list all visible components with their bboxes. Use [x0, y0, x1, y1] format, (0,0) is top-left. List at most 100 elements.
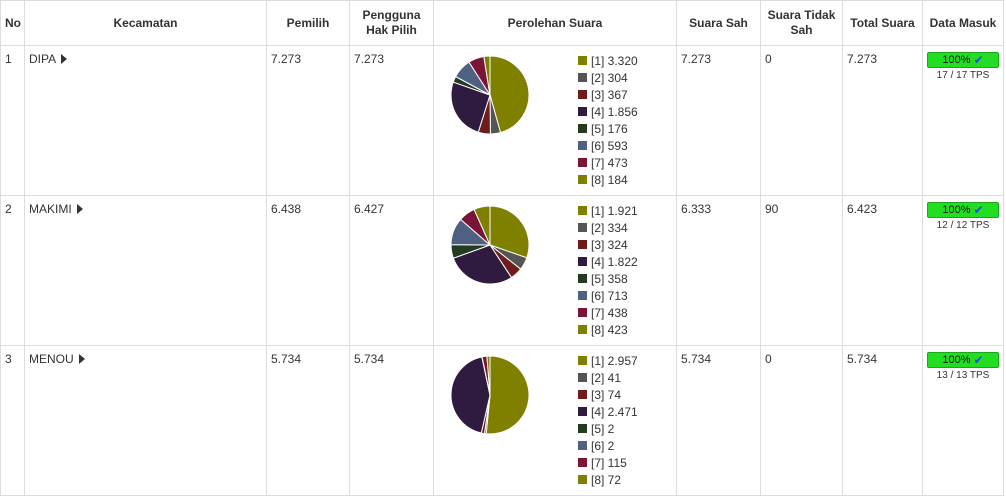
row-number: 1 — [0, 45, 25, 196]
header-data-masuk: Data Masuk — [922, 0, 1004, 46]
header-no: No — [0, 0, 25, 46]
legend-swatch — [578, 141, 587, 150]
total-suara-value: 6.423 — [842, 195, 923, 346]
legend-item: [8] 423 — [578, 321, 638, 338]
legend-label: [8] 184 — [591, 172, 628, 187]
legend-swatch — [578, 441, 587, 450]
legend-item: [5] 2 — [578, 420, 638, 437]
legend-swatch — [578, 240, 587, 249]
legend-item: [4] 1.822 — [578, 253, 638, 270]
legend-label: [2] 334 — [591, 220, 628, 235]
suara-sah-value: 5.734 — [676, 345, 761, 496]
row-number: 2 — [0, 195, 25, 346]
legend-item: [3] 324 — [578, 236, 638, 253]
expand-caret-icon[interactable] — [76, 204, 83, 214]
pengguna-value: 7.273 — [349, 45, 434, 196]
table-row: 1 DIPA 7.273 7.273 [1] 3.320 [2] 304 [3] 3… — [0, 45, 1004, 196]
legend-item: [2] 334 — [578, 219, 638, 236]
legend-swatch — [578, 107, 587, 116]
pie-slice-4 — [450, 356, 491, 434]
legend-label: [6] 2 — [591, 438, 615, 453]
legend-item: [8] 72 — [578, 471, 638, 488]
vote-legend: [1] 1.921 [2] 334 [3] 324 [4] 1.822 [5] 358 [… — [578, 202, 638, 338]
pemilih-value: 6.438 — [266, 195, 350, 346]
legend-label: [6] 593 — [591, 138, 628, 153]
perolehan-suara-cell: [1] 2.957 [2] 41 [3] 74 [4] 2.471 [5] 2 [6] 2… — [433, 345, 677, 496]
tps-count: 17 / 17 TPS — [936, 70, 990, 81]
legend-swatch — [578, 206, 587, 215]
legend-label: [1] 1.921 — [591, 203, 638, 218]
data-masuk-cell: 100% ✔ 12 / 12 TPS — [922, 195, 1004, 346]
legend-item: [1] 1.921 — [578, 202, 638, 219]
legend-item: [7] 115 — [578, 454, 638, 471]
legend-label: [3] 324 — [591, 237, 628, 252]
legend-swatch — [578, 390, 587, 399]
check-icon: ✔ — [973, 203, 984, 217]
legend-label: [3] 367 — [591, 87, 628, 102]
legend-label: [8] 423 — [591, 322, 628, 337]
progress-label: 100% — [942, 54, 971, 66]
tps-count: 12 / 12 TPS — [936, 220, 990, 231]
pie-slice-8 — [483, 55, 491, 96]
pie-slice-1 — [485, 355, 530, 435]
legend-swatch — [578, 356, 587, 365]
legend-label: [5] 358 — [591, 271, 628, 286]
data-masuk-cell: 100% ✔ 13 / 13 TPS — [922, 345, 1004, 496]
header-kecamatan: Kecamatan — [24, 0, 267, 46]
legend-swatch — [578, 124, 587, 133]
pemilih-value: 7.273 — [266, 45, 350, 196]
vote-legend: [1] 3.320 [2] 304 [3] 367 [4] 1.856 [5] 176 [… — [578, 52, 638, 188]
legend-item: [1] 3.320 — [578, 52, 638, 69]
legend-item: [7] 473 — [578, 154, 638, 171]
perolehan-suara-cell: [1] 3.320 [2] 304 [3] 367 [4] 1.856 [5] 176 [… — [433, 45, 677, 196]
kecamatan-cell: DIPA — [24, 45, 267, 196]
progress-badge[interactable]: 100% ✔ — [927, 352, 999, 368]
legend-swatch — [578, 373, 587, 382]
legend-swatch — [578, 90, 587, 99]
pie-slice-1 — [489, 55, 530, 134]
legend-item: [5] 176 — [578, 120, 638, 137]
legend-swatch — [578, 325, 587, 334]
legend-label: [8] 72 — [591, 472, 622, 487]
header-row: No Kecamatan Pemilih Pengguna Hak Pilih … — [0, 0, 1004, 46]
legend-swatch — [578, 73, 587, 82]
legend-item: [4] 1.856 — [578, 103, 638, 120]
legend-item: [3] 74 — [578, 386, 638, 403]
pie-slice-1 — [489, 205, 530, 259]
legend-item: [2] 304 — [578, 69, 638, 86]
table-row: 2 MAKIMI 6.438 6.427 [1] 1.921 [2] 334 [3]… — [0, 195, 1004, 346]
expand-caret-icon[interactable] — [61, 54, 68, 64]
kecamatan-name: MENOU — [29, 352, 74, 366]
legend-label: [6] 713 — [591, 288, 628, 303]
vote-pie-chart — [450, 205, 530, 285]
legend-label: [1] 2.957 — [591, 353, 638, 368]
header-perolehan-suara: Perolehan Suara — [433, 0, 677, 46]
pengguna-value: 6.427 — [349, 195, 434, 346]
legend-item: [7] 438 — [578, 304, 638, 321]
legend-swatch — [578, 291, 587, 300]
legend-item: [6] 2 — [578, 437, 638, 454]
suara-tidak-sah-value: 0 — [760, 345, 843, 496]
progress-badge[interactable]: 100% ✔ — [927, 202, 999, 218]
legend-swatch — [578, 56, 587, 65]
expand-caret-icon[interactable] — [78, 354, 85, 364]
progress-label: 100% — [942, 354, 971, 366]
check-icon: ✔ — [973, 353, 984, 367]
suara-tidak-sah-value: 90 — [760, 195, 843, 346]
legend-label: [5] 176 — [591, 121, 628, 136]
header-pemilih: Pemilih — [266, 0, 350, 46]
kecamatan-name: DIPA — [29, 52, 57, 66]
legend-label: [5] 2 — [591, 421, 615, 436]
legend-label: [7] 473 — [591, 155, 628, 170]
pie-slice-8 — [473, 205, 491, 246]
total-suara-value: 7.273 — [842, 45, 923, 196]
legend-swatch — [578, 308, 587, 317]
legend-label: [4] 2.471 — [591, 404, 638, 419]
vote-legend: [1] 2.957 [2] 41 [3] 74 [4] 2.471 [5] 2 [6] 2… — [578, 352, 638, 488]
legend-item: [2] 41 — [578, 369, 638, 386]
total-suara-value: 5.734 — [842, 345, 923, 496]
progress-badge[interactable]: 100% ✔ — [927, 52, 999, 68]
legend-label: [4] 1.822 — [591, 254, 638, 269]
kecamatan-cell: MENOU — [24, 345, 267, 496]
